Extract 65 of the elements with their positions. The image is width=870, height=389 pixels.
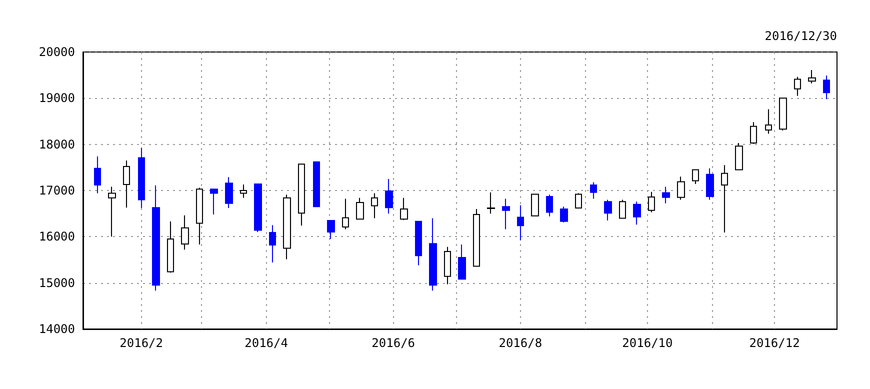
candlestick	[662, 186, 670, 204]
candlestick	[313, 161, 320, 208]
candlestick	[765, 108, 772, 134]
candlestick	[298, 164, 305, 226]
candlestick	[458, 244, 466, 280]
candlestick	[517, 204, 524, 241]
candlestick	[692, 168, 699, 185]
candlestick	[196, 187, 203, 246]
candlestick	[210, 188, 218, 216]
candlestick	[560, 206, 568, 223]
candlestick	[167, 220, 174, 274]
candlestick	[356, 197, 364, 220]
candlestick	[385, 178, 393, 214]
candlestick	[283, 194, 291, 260]
candlestick	[823, 75, 830, 100]
candlestick	[400, 197, 408, 221]
candlestick	[152, 184, 160, 292]
candlestick	[677, 176, 685, 200]
candlestick	[240, 184, 247, 198]
candlestick	[415, 220, 422, 266]
candlestick	[225, 176, 233, 209]
candlestick	[531, 194, 539, 216]
candlestick	[138, 147, 145, 209]
candlestick	[808, 70, 816, 84]
candlestick	[633, 201, 641, 226]
x-tick-label: 2016/4	[244, 336, 288, 350]
candlestick	[473, 208, 480, 267]
x-tick-label: 2016/12	[749, 336, 800, 350]
candlestick	[94, 156, 101, 194]
candlestick	[108, 186, 116, 238]
y-tick-label: 15000	[38, 276, 75, 290]
y-tick-label: 14000	[38, 322, 75, 336]
chart-subtitle: 2016/12/30	[764, 29, 838, 43]
candlestick	[327, 220, 335, 240]
x-tick-label: 2016/8	[498, 336, 542, 350]
candlestick	[619, 199, 626, 219]
candlestick	[502, 198, 510, 230]
y-tick-label: 18000	[38, 137, 75, 152]
candlestick	[575, 192, 582, 209]
y-tick-label: 17000	[38, 184, 75, 198]
candlestick	[487, 192, 495, 214]
candlestick	[371, 192, 378, 219]
candlestick	[254, 184, 262, 233]
candlestick	[735, 142, 743, 170]
candlestick	[721, 164, 728, 234]
candlestick	[429, 218, 437, 292]
candlestick	[269, 224, 276, 264]
y-tick-label: 16000	[38, 230, 75, 244]
x-tick-label: 2016/2	[120, 336, 163, 350]
candlestick	[590, 182, 597, 200]
candlestick	[342, 198, 349, 230]
candlestick	[444, 246, 451, 285]
candlestick	[779, 97, 787, 131]
candlestick	[706, 168, 714, 200]
y-tick-label: 20000	[38, 45, 75, 59]
y-tick-label: 19000	[38, 91, 75, 106]
candlestick	[546, 194, 553, 217]
candlestick	[648, 191, 655, 213]
candlestick	[604, 199, 612, 222]
x-tick-label: 2016/10	[622, 336, 673, 350]
x-tick-label: 2016/6	[372, 336, 416, 350]
candlestick	[794, 76, 801, 96]
candlestick	[750, 122, 757, 144]
candlestick	[123, 160, 130, 208]
candlestick	[181, 214, 189, 250]
